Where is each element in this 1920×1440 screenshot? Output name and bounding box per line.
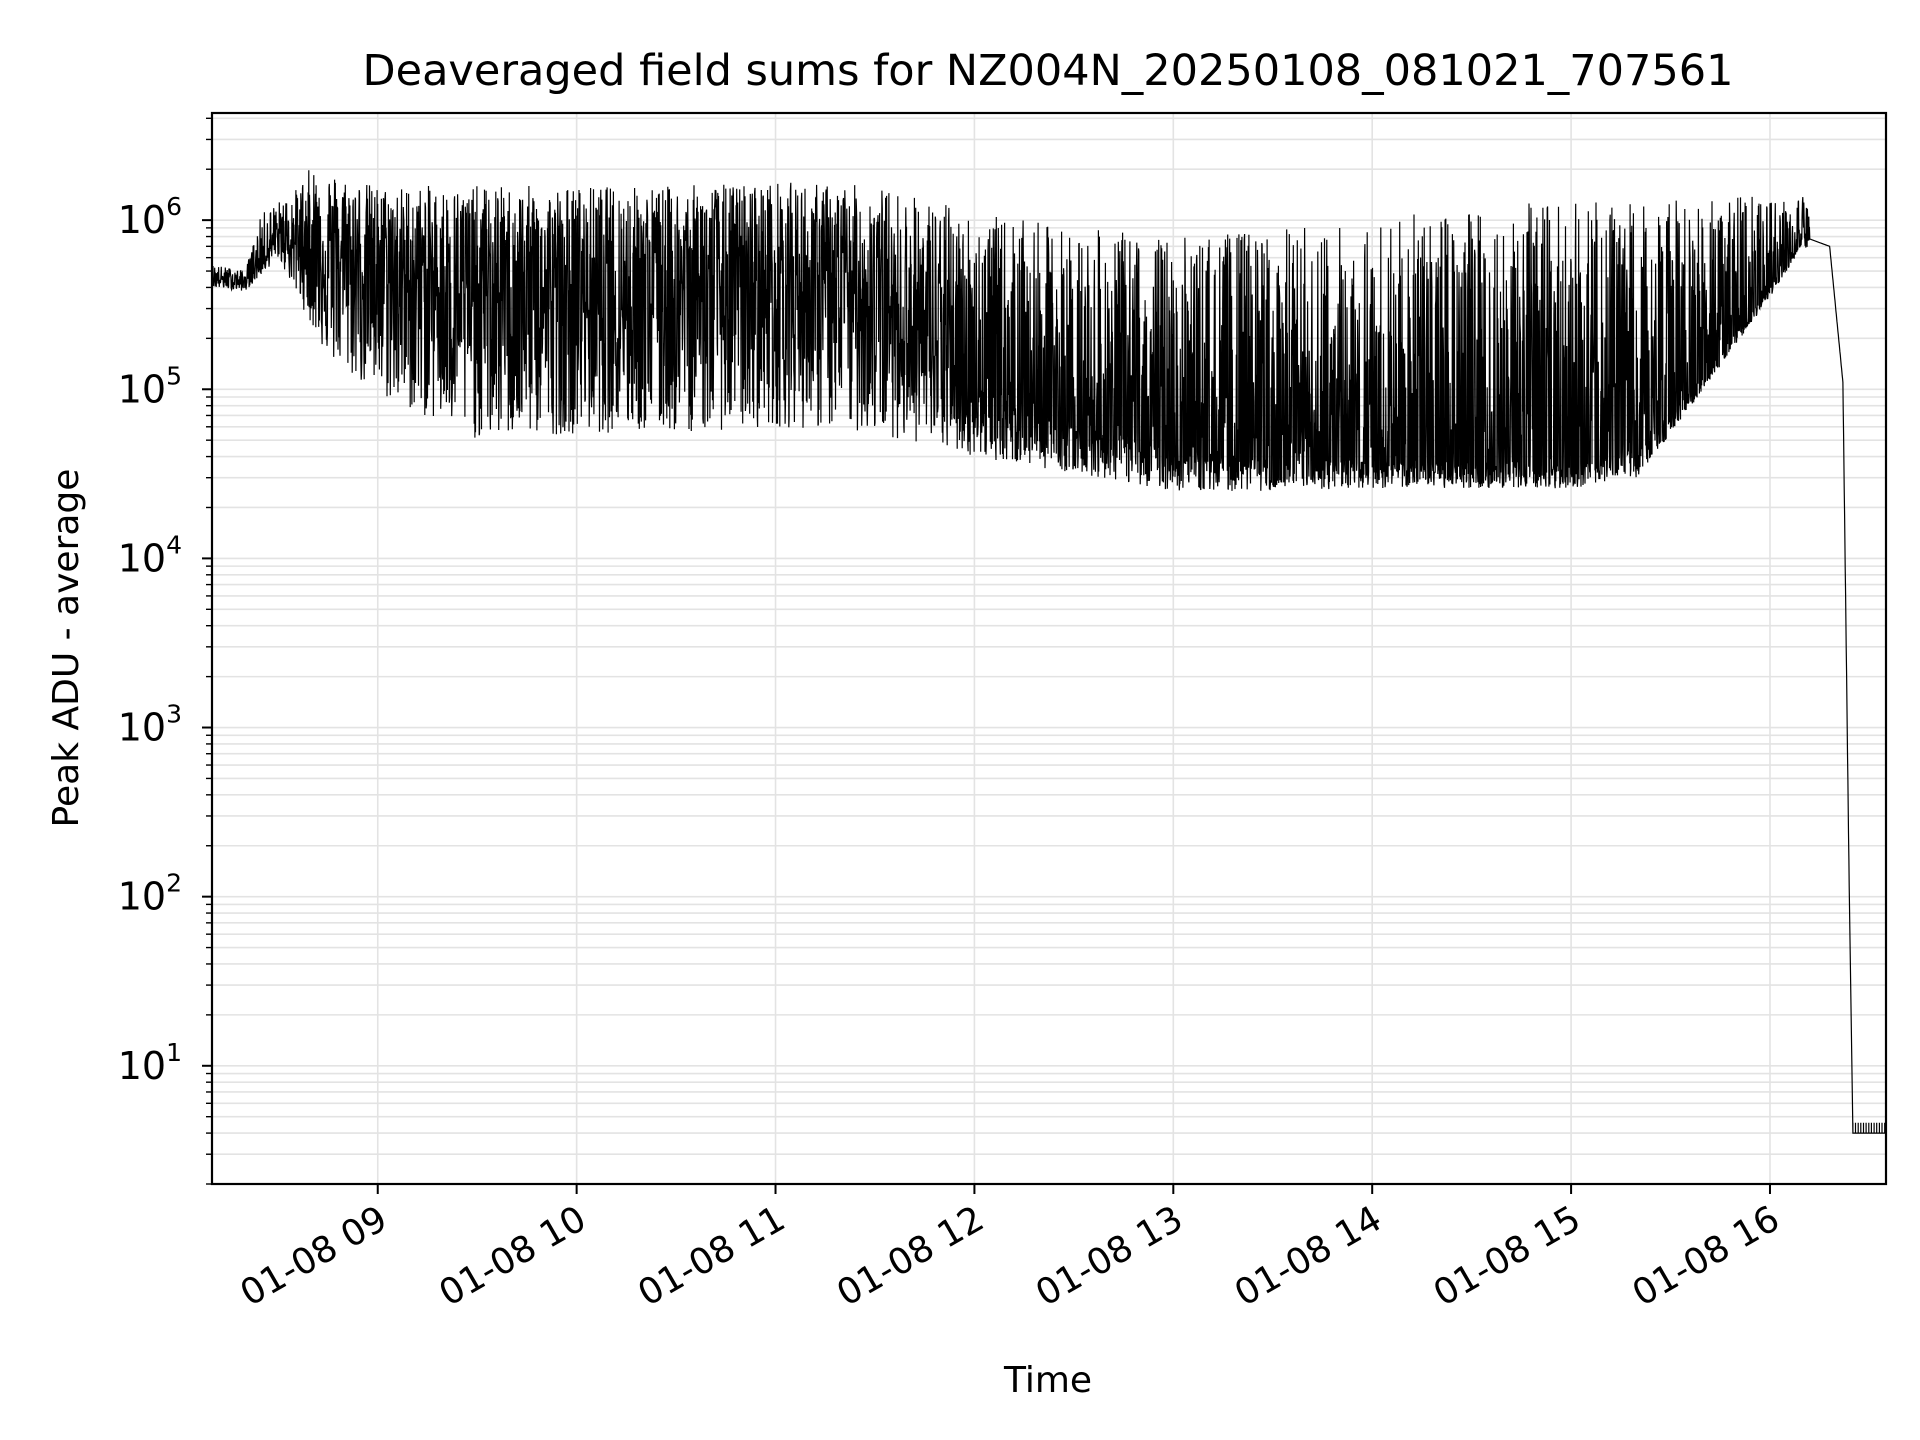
signal-trace xyxy=(211,170,1886,1134)
y-tick-label: 103 xyxy=(118,700,182,750)
y-tick-label: 106 xyxy=(118,192,182,242)
y-axis: 101 102 103 104 105 106 xyxy=(118,117,212,1185)
x-tick-label: 01-08 09 xyxy=(234,1198,395,1314)
x-tick-label: 01-08 12 xyxy=(830,1198,991,1314)
chart-title: Deaveraged field sums for NZ004N_2025010… xyxy=(363,46,1734,96)
x-axis: 01-08 09 01-08 10 01-08 11 01-08 12 01-08 13… xyxy=(234,1184,1787,1315)
x-tick-label: 01-08 10 xyxy=(432,1198,593,1314)
x-tick-label: 01-08 16 xyxy=(1626,1198,1787,1314)
y-axis-label: Peak ADU - average xyxy=(46,469,87,828)
y-tick-label: 104 xyxy=(118,530,182,580)
y-tick-label: 102 xyxy=(118,869,182,919)
x-tick-label: 01-08 13 xyxy=(1029,1198,1190,1314)
x-tick-label: 01-08 15 xyxy=(1427,1198,1588,1314)
y-tick-label: 101 xyxy=(118,1038,182,1088)
x-tick-label: 01-08 11 xyxy=(631,1198,792,1314)
plot-frame xyxy=(210,111,1888,1186)
x-axis-label: Time xyxy=(1003,1360,1092,1401)
x-tick-label: 01-08 14 xyxy=(1228,1198,1389,1314)
y-tick-label: 105 xyxy=(118,361,182,411)
signal-line xyxy=(211,170,1886,1134)
